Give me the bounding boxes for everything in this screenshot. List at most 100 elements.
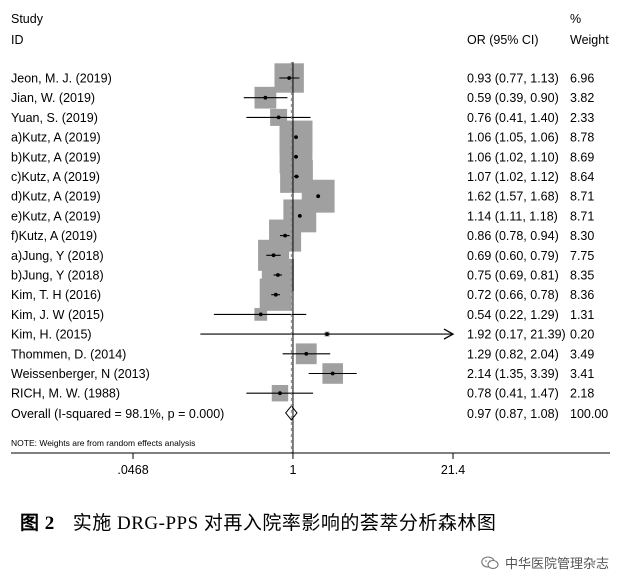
watermark-text: 中华医院管理杂志 (504, 556, 609, 571)
study-row: f)Kutz, A (2019) 0.86 (0.78, 0.94) 8.30 (11, 219, 594, 252)
study-ci: 0.59 (0.39, 0.90) (467, 91, 559, 105)
study-weight: 7.75 (570, 249, 594, 263)
study-label: d)Kutz, A (2019) (11, 190, 101, 204)
study-label: b)Jung, Y (2018) (11, 269, 104, 283)
point-estimate (294, 135, 298, 140)
study-rows: Jeon, M. J. (2019) 0.93 (0.77, 1.13) 6.96J… (11, 63, 594, 402)
study-label: Jeon, M. J. (2019) (11, 72, 112, 86)
x-axis-ticks: .0468 1 21.4 (117, 453, 465, 477)
header-weight: Weight (570, 33, 609, 47)
study-row: c)Kutz, A (2019) 1.07 (1.02, 1.12) 8.64 (11, 160, 594, 193)
study-ci: 0.72 (0.66, 0.78) (467, 288, 559, 302)
study-ci: 1.06 (1.02, 1.10) (467, 150, 559, 164)
header-weight-pct: % (570, 12, 581, 26)
study-row: Jian, W. (2019) 0.59 (0.39, 0.90) 3.82 (11, 86, 594, 109)
study-ci: 0.76 (0.41, 1.40) (467, 111, 559, 125)
study-ci: 1.07 (1.02, 1.12) (467, 170, 559, 184)
overall-weight: 100.00 (570, 407, 608, 421)
study-label: Thommen, D. (2014) (11, 347, 126, 361)
study-weight: 8.36 (570, 288, 594, 302)
study-label: e)Kutz, A (2019) (11, 209, 101, 223)
study-weight: 3.49 (570, 347, 594, 361)
study-label: Kim, H. (2015) (11, 328, 92, 342)
point-estimate (304, 351, 309, 356)
study-label: Jian, W. (2019) (11, 91, 95, 105)
overall-label: Overall (I-squared = 98.1%, p = 0.000) (11, 407, 224, 421)
study-weight: 3.41 (570, 367, 594, 381)
point-estimate (316, 194, 321, 199)
study-row: Weissenberger, N (2013) 2.14 (1.35, 3.39)… (11, 363, 594, 384)
header-id: ID (11, 33, 24, 47)
point-estimate (278, 391, 282, 396)
header-ci: OR (95% CI) (467, 33, 539, 47)
point-estimate (287, 76, 292, 80)
study-label: b)Kutz, A (2019) (11, 150, 101, 164)
study-weight: 0.20 (570, 328, 594, 342)
study-label: a)Kutz, A (2019) (11, 131, 101, 145)
study-ci: 0.54 (0.22, 1.29) (467, 308, 559, 322)
study-label: Kim, J. W (2015) (11, 308, 104, 322)
point-estimate (271, 253, 276, 258)
x-tick-label: 1 (289, 463, 296, 477)
study-weight: 6.96 (570, 72, 594, 86)
study-weight: 8.71 (570, 190, 594, 204)
study-row: RICH, M. W. (1988) 0.78 (0.41, 1.47) 2.18 (11, 384, 594, 402)
study-ci: 1.92 (0.17, 21.39) (467, 328, 566, 342)
study-row: Yuan, S. (2019) 0.76 (0.41, 1.40) 2.33 (11, 108, 594, 126)
study-ci: 1.06 (1.05, 1.06) (467, 131, 559, 145)
study-weight: 8.30 (570, 229, 594, 243)
x-tick-label: 21.4 (441, 463, 465, 477)
study-weight: 2.18 (570, 387, 594, 401)
point-estimate (330, 371, 335, 376)
study-row: Jeon, M. J. (2019) 0.93 (0.77, 1.13) 6.96 (11, 63, 594, 93)
study-weight: 8.78 (570, 131, 594, 145)
point-estimate (297, 214, 302, 218)
point-estimate (276, 115, 281, 120)
study-weight: 1.31 (570, 308, 594, 322)
study-ci: 0.75 (0.69, 0.81) (467, 269, 559, 283)
point-estimate (258, 312, 263, 317)
study-row: Thommen, D. (2014) 1.29 (0.82, 2.04) 3.49 (11, 343, 594, 365)
forest-plot: Study ID OR (95% CI) % Weight Jeon, M. J… (11, 12, 610, 477)
point-estimate (273, 292, 278, 297)
point-estimate (325, 332, 329, 336)
point-estimate (276, 273, 280, 277)
study-label: RICH, M. W. (1988) (11, 387, 120, 401)
ci-arrow (443, 328, 455, 340)
study-weight: 2.33 (570, 111, 594, 125)
study-row: Kim, J. W (2015) 0.54 (0.22, 1.29) 1.31 (11, 308, 594, 322)
study-weight: 8.69 (570, 150, 594, 164)
point-estimate (294, 154, 298, 159)
figure-caption: 图 2 实施 DRG-PPS 对再入院率影响的荟萃分析森林图 (20, 508, 496, 535)
study-label: Yuan, S. (2019) (11, 111, 98, 125)
figure-number: 图 2 (20, 513, 55, 534)
study-weight: 3.82 (570, 91, 594, 105)
study-label: a)Jung, Y (2018) (11, 249, 104, 263)
wechat-icon (481, 555, 499, 569)
header-study: Study (11, 12, 44, 26)
study-label: Kim, T. H (2016) (11, 288, 101, 302)
study-label: c)Kutz, A (2019) (11, 170, 100, 184)
point-estimate (263, 95, 268, 100)
study-weight: 8.35 (570, 269, 594, 283)
study-row: Kim, T. H (2016) 0.72 (0.66, 0.78) 8.36 (11, 278, 594, 311)
figure-caption-text: 实施 DRG-PPS 对再入院率影响的荟萃分析森林图 (72, 513, 497, 534)
study-ci: 1.14 (1.11, 1.18) (467, 209, 558, 223)
study-ci: 2.14 (1.35, 3.39) (467, 367, 559, 381)
study-ci: 1.29 (0.82, 2.04) (467, 347, 559, 361)
x-tick-label: .0468 (117, 463, 148, 477)
study-label: f)Kutz, A (2019) (11, 229, 97, 243)
study-row: e)Kutz, A (2019) 1.14 (1.11, 1.18) 8.71 (11, 199, 594, 233)
study-weight: 8.64 (570, 170, 594, 184)
point-estimate (294, 174, 299, 179)
footnote: NOTE: Weights are from random effects an… (11, 438, 195, 448)
overall-ci: 0.97 (0.87, 1.08) (467, 407, 559, 421)
watermark: 中华医院管理杂志 (481, 553, 609, 572)
study-row: Kim, H. (2015) 1.92 (0.17, 21.39) 0.20 (11, 328, 594, 342)
study-ci: 0.93 (0.77, 1.13) (467, 72, 559, 86)
study-row: a)Jung, Y (2018) 0.69 (0.60, 0.79) 7.75 (11, 239, 594, 271)
point-estimate (283, 233, 287, 238)
study-ci: 1.62 (1.57, 1.68) (467, 190, 559, 204)
study-ci: 0.69 (0.60, 0.79) (467, 249, 559, 263)
study-weight: 8.71 (570, 209, 594, 223)
